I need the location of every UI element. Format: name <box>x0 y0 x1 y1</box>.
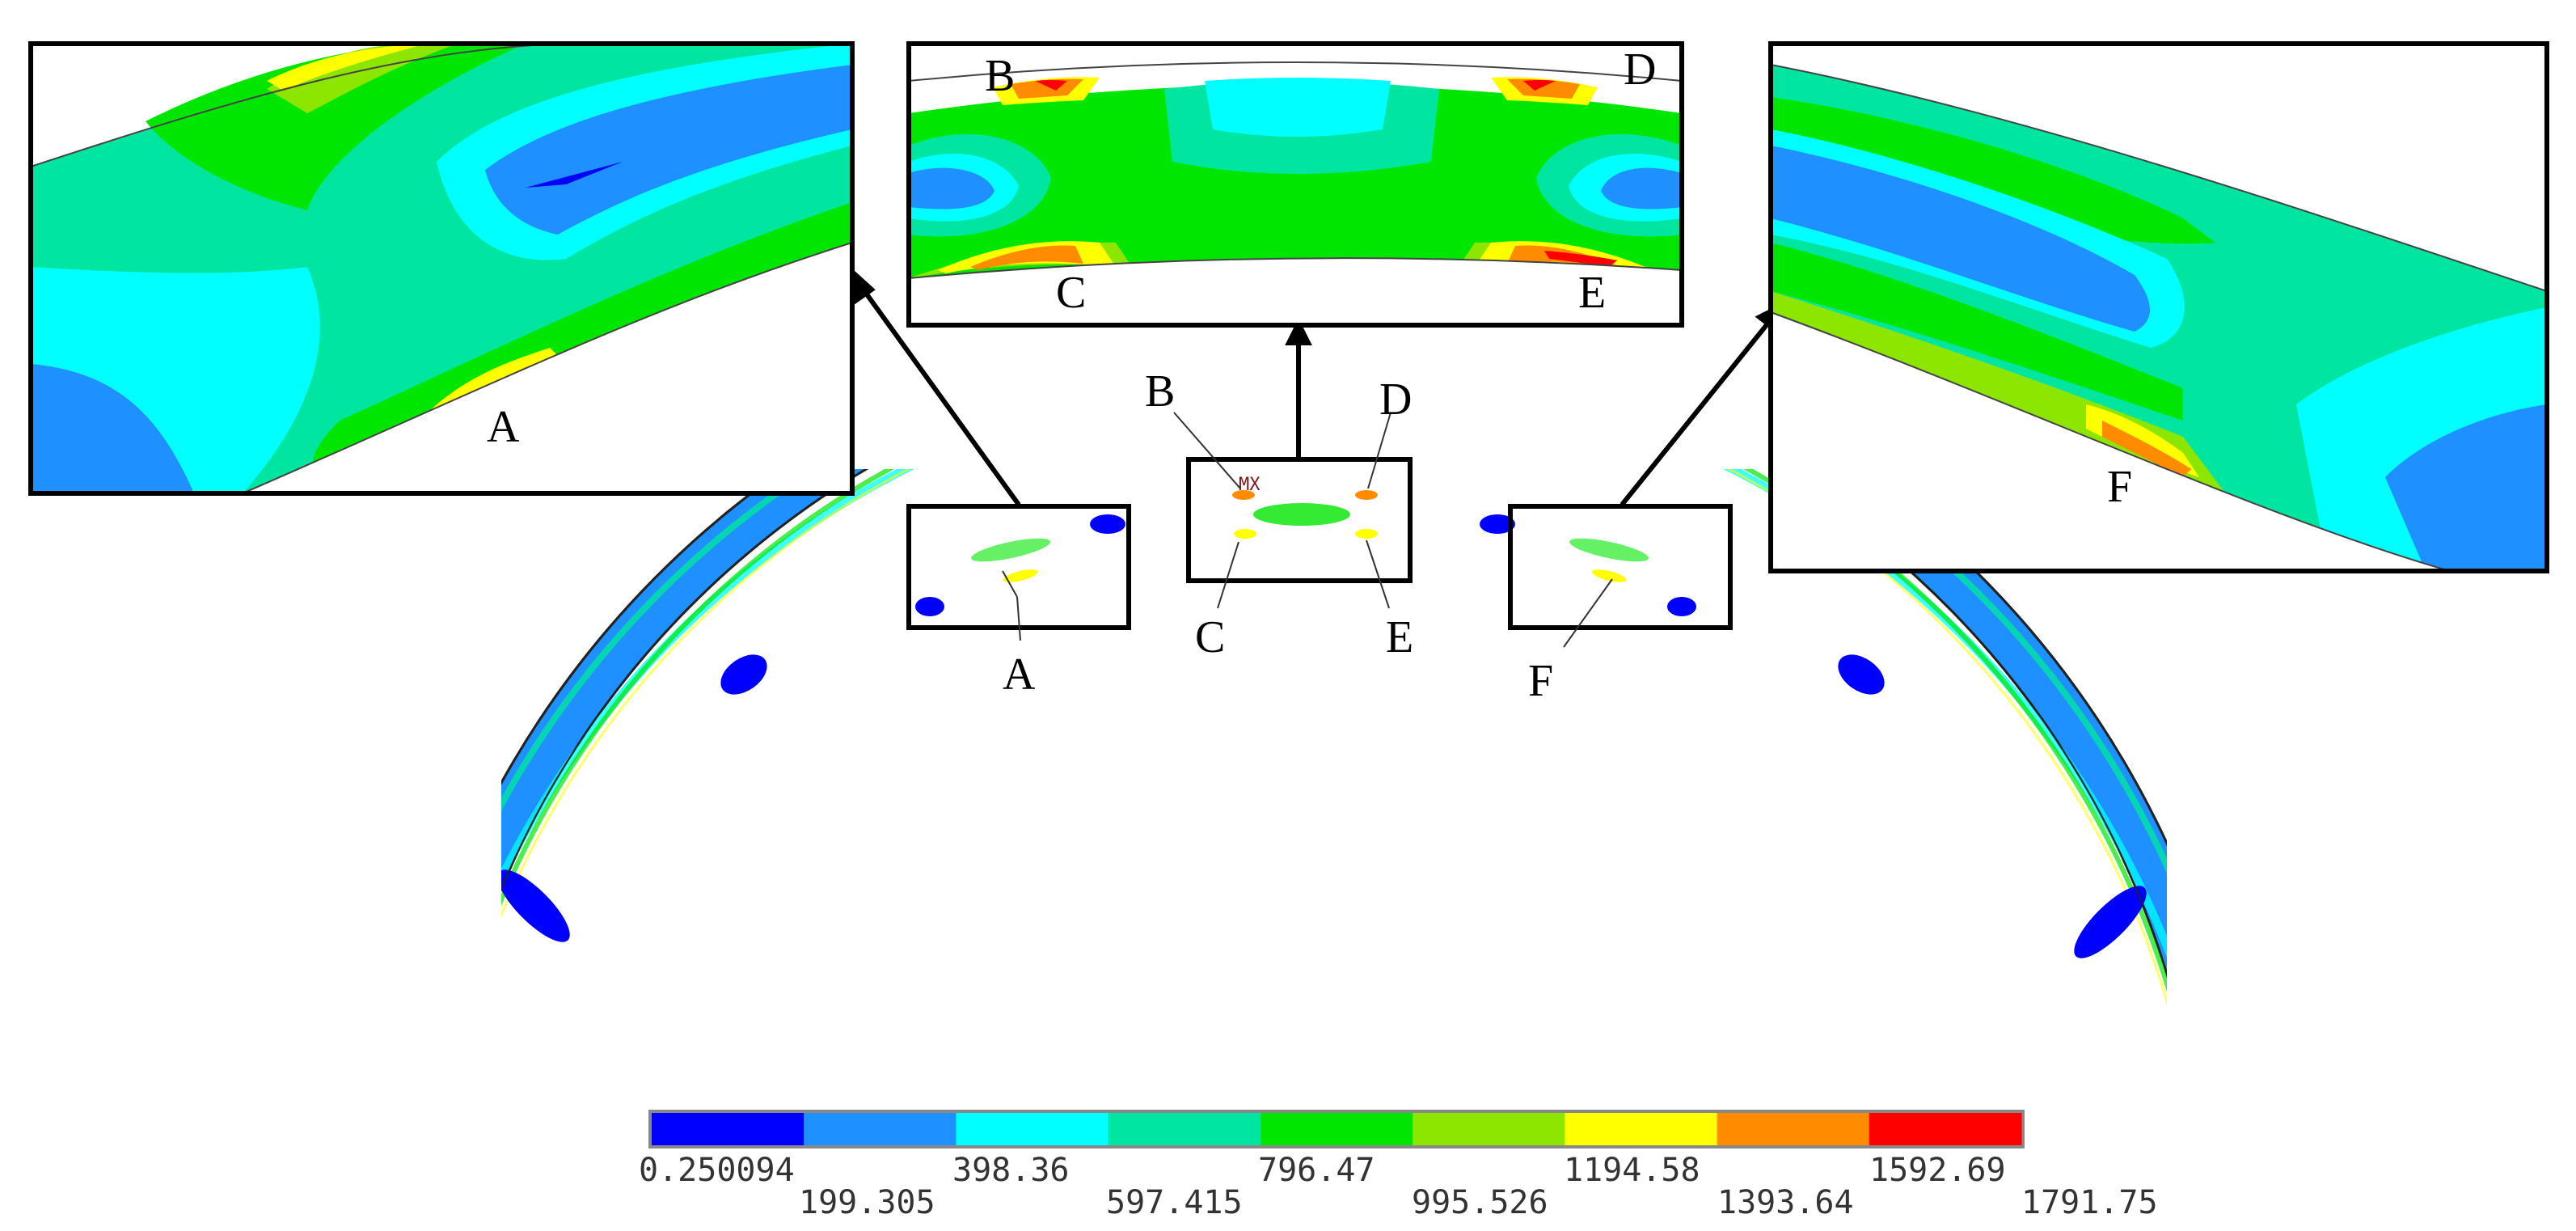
blue-spot <box>1480 514 1515 534</box>
arrow-left <box>856 281 1021 506</box>
ring-outer-green <box>501 469 2167 874</box>
label-e-zoom: E <box>1578 268 1606 318</box>
zoom-panel-right <box>1771 44 2547 571</box>
ring-inner-yellow <box>501 469 2167 1007</box>
legend-swatch <box>1260 1113 1413 1145</box>
arrowhead-center <box>1285 318 1312 345</box>
highlight-box-center <box>1186 457 1413 583</box>
green-patch <box>1569 538 1649 562</box>
label-f-ring: F <box>1528 656 1553 706</box>
label-a-ring: A <box>1003 649 1036 700</box>
hot-spot-b <box>1232 490 1255 500</box>
zoom-panel-left <box>31 44 852 493</box>
ring-outline-outer <box>501 469 2167 847</box>
zoom-panel-left-frame <box>28 41 855 496</box>
legend-tick: 398.36 <box>952 1152 1070 1189</box>
label-b-ring: B <box>1145 366 1175 417</box>
legend-swatches <box>652 1113 2022 1145</box>
legend-swatch <box>1413 1113 1565 1145</box>
green-patch <box>971 538 1050 562</box>
label-f-zoom: F <box>2107 462 2132 512</box>
blue-spot <box>501 869 570 942</box>
legend-tick: 199.305 <box>799 1184 935 1221</box>
highlight-box-right <box>1508 504 1733 630</box>
legend-swatch <box>1869 1113 2022 1145</box>
leader-lines <box>1002 412 1613 648</box>
legend-tick: 796.47 <box>1258 1152 1375 1189</box>
legend-ticks-top: 0.250094 398.36 796.47 1194.58 1592.69 <box>639 1152 2006 1189</box>
hot-spot-d <box>1355 490 1378 500</box>
main-ring <box>501 469 2167 1007</box>
zoom-panel-center-frame <box>906 41 1684 328</box>
legend-swatch <box>804 1113 956 1145</box>
hot-spot-a <box>1003 569 1038 582</box>
mx-marker: MX <box>1239 475 1261 495</box>
hot-spot-c <box>1234 529 1256 539</box>
ring-outline-inner <box>501 469 2167 978</box>
blue-spot <box>1667 597 1696 616</box>
label-d-ring: D <box>1379 374 1412 425</box>
legend-swatch <box>652 1113 804 1145</box>
legend-tick: 995.526 <box>1412 1184 1548 1221</box>
hot-spot-f <box>1591 569 1627 582</box>
legend-tick: 1592.69 <box>1869 1152 2006 1189</box>
arrow-right <box>1620 312 1778 506</box>
legend-tick: 1791.75 <box>2021 1184 2158 1221</box>
color-legend: 0.250094 398.36 796.47 1194.58 1592.69 1… <box>639 1110 2158 1221</box>
blue-spot <box>2074 886 2147 958</box>
legend-swatch <box>1108 1113 1261 1145</box>
label-c-zoom: C <box>1056 268 1086 318</box>
legend-tick: 0.250094 <box>639 1152 795 1189</box>
zoom-panel-center <box>909 44 1682 325</box>
legend-swatch <box>1565 1113 1717 1145</box>
blue-spot <box>1090 514 1125 534</box>
blue-spot <box>915 597 944 616</box>
legend-tick: 1393.64 <box>1717 1184 1854 1221</box>
label-c-ring: C <box>1195 612 1225 662</box>
zoom-panel-right-frame <box>1768 41 2549 573</box>
label-e-ring: E <box>1386 612 1413 662</box>
legend-tick: 1194.58 <box>1564 1152 1700 1189</box>
legend-swatch <box>956 1113 1109 1145</box>
legend-tick: 597.415 <box>1106 1184 1243 1221</box>
legend-swatch <box>1717 1113 1870 1145</box>
label-b-zoom: B <box>985 51 1015 101</box>
blue-spot <box>1838 654 1885 695</box>
label-d-zoom: D <box>1624 44 1656 95</box>
label-a-zoom: A <box>487 402 520 452</box>
hot-spot-e <box>1355 529 1378 539</box>
blue-spot <box>720 654 767 695</box>
green-patch <box>1253 503 1350 526</box>
legend-ticks-bottom: 199.305 597.415 995.526 1393.64 1791.75 <box>799 1184 2158 1221</box>
ring-inner-green <box>501 469 2167 993</box>
